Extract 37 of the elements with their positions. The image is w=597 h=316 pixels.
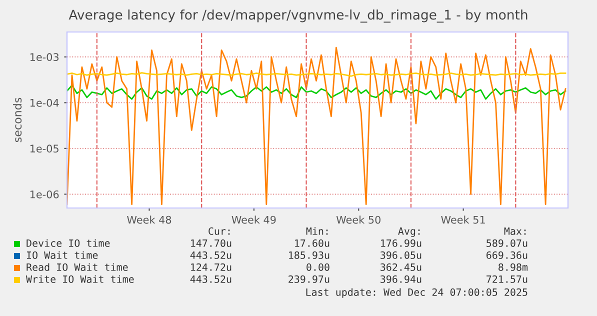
text: 147.70u bbox=[191, 239, 232, 247]
text: 176.99u bbox=[381, 239, 422, 247]
y-tick-label: 1e-04 bbox=[30, 98, 59, 107]
text: 721.57u bbox=[486, 275, 528, 283]
y-tick-label: 1e-05 bbox=[30, 144, 58, 153]
text: Min: bbox=[306, 227, 328, 235]
text: 124.72u bbox=[191, 263, 232, 271]
x-tick-label: Week 50 bbox=[336, 216, 380, 224]
x-tick-label: Week 48 bbox=[127, 216, 172, 224]
text: 17.60u bbox=[295, 239, 330, 247]
text: 396.05u bbox=[380, 251, 422, 259]
text: Max: bbox=[504, 227, 526, 235]
legend-label: Write IO Wait time bbox=[26, 275, 134, 283]
text: 239.97u bbox=[288, 275, 330, 283]
text: 362.45u bbox=[380, 263, 422, 271]
text: 443.52u bbox=[190, 275, 232, 283]
text: 669.36u bbox=[486, 251, 528, 259]
line-series bbox=[67, 84, 566, 100]
y-tick-label: 1e-03 bbox=[30, 53, 59, 62]
line-series bbox=[67, 46, 566, 206]
text: 396.94u bbox=[380, 275, 422, 283]
text: Last update: Wed Dec 24 07:00:05 2025 bbox=[306, 288, 528, 298]
text: 589.07u bbox=[486, 239, 528, 247]
x-tick-label: Week 51 bbox=[441, 216, 485, 224]
text: 8.98m bbox=[498, 263, 528, 271]
text: 185.93u bbox=[289, 251, 330, 259]
text: Cur: bbox=[208, 227, 230, 235]
text: 443.52u bbox=[190, 251, 232, 259]
x-tick-label: Week 49 bbox=[232, 216, 276, 224]
chart-title: Average latency for /dev/mapper/vgnvme-lv_db_rimage_1 - by month bbox=[68, 9, 528, 23]
legend-label: Read IO Wait time bbox=[26, 263, 128, 271]
y-axis-title: seconds bbox=[13, 98, 22, 142]
text: Avg: bbox=[398, 227, 420, 237]
legend-label: IO Wait time bbox=[26, 251, 98, 259]
text: 0.00 bbox=[306, 263, 330, 271]
legend-label: Device IO time bbox=[26, 239, 110, 247]
y-tick-label: 1e-06 bbox=[30, 190, 59, 198]
